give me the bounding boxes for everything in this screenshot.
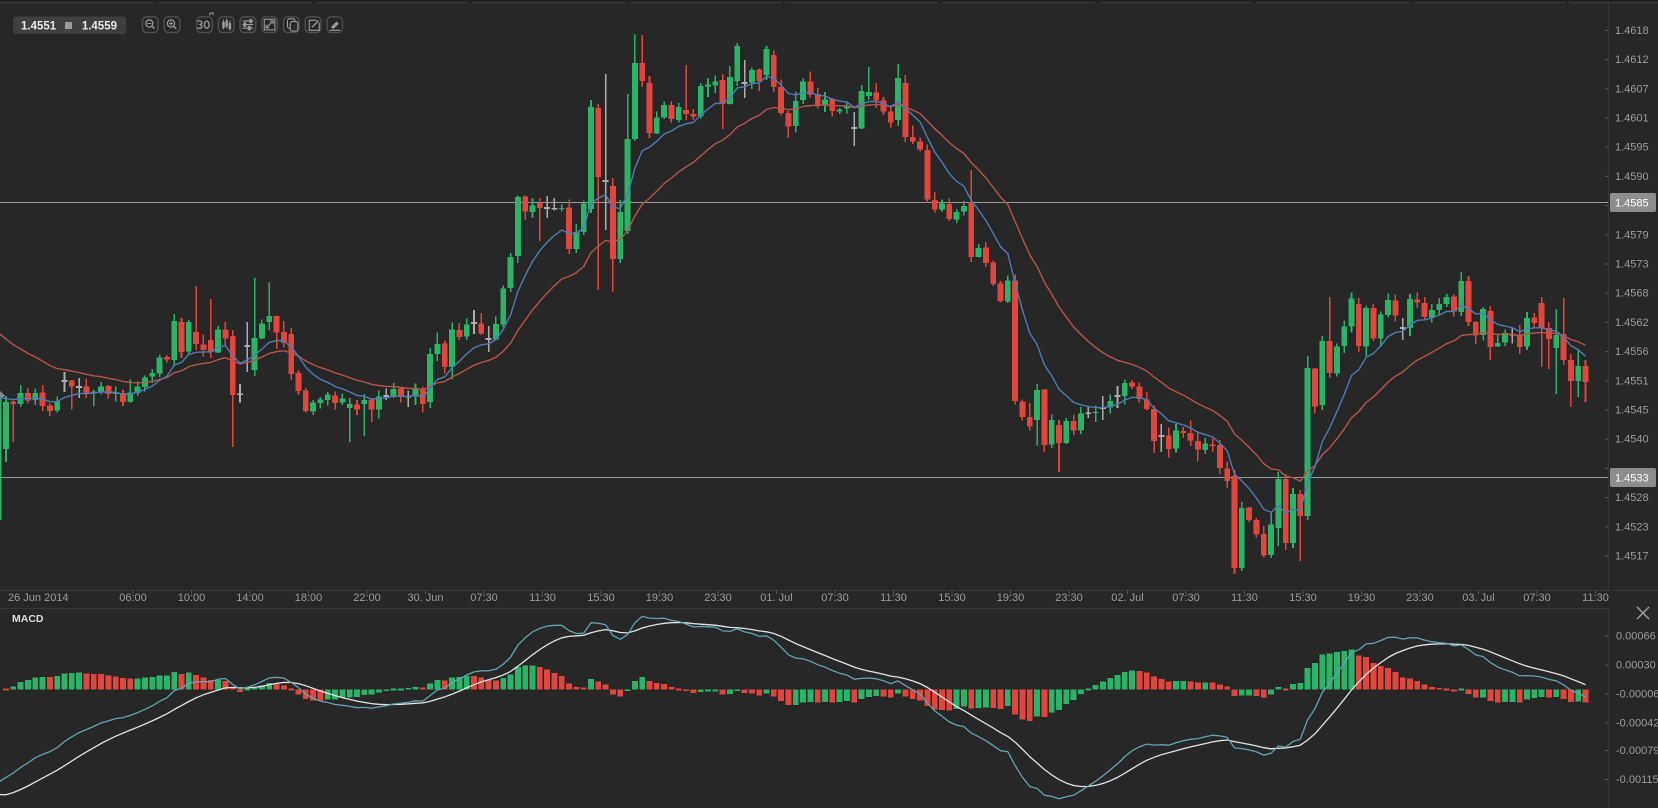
svg-text:07:30: 07:30: [470, 592, 498, 604]
svg-text:18:00: 18:00: [295, 592, 323, 604]
svg-text:0.00066: 0.00066: [1616, 631, 1656, 643]
svg-text:01. Jul: 01. Jul: [760, 592, 792, 604]
svg-text:1.4585: 1.4585: [1615, 198, 1649, 210]
svg-text:07:30: 07:30: [1172, 592, 1200, 604]
svg-text:22:00: 22:00: [353, 592, 381, 604]
svg-text:1.4545: 1.4545: [1615, 405, 1649, 417]
svg-text:03. Jul: 03. Jul: [1462, 592, 1494, 604]
svg-text:30. Jun: 30. Jun: [407, 592, 443, 604]
svg-text:19:30: 19:30: [1348, 592, 1376, 604]
svg-text:15:30: 15:30: [938, 592, 966, 604]
svg-text:1.4528: 1.4528: [1615, 492, 1649, 504]
svg-text:0.00030: 0.00030: [1616, 660, 1656, 672]
svg-text:1.4573: 1.4573: [1615, 259, 1649, 271]
svg-text:1.4556: 1.4556: [1615, 346, 1649, 358]
svg-text:11:30: 11:30: [529, 592, 556, 604]
svg-text:1.4579: 1.4579: [1615, 229, 1649, 241]
svg-text:10:00: 10:00: [178, 592, 206, 604]
svg-text:-0.00115: -0.00115: [1616, 774, 1658, 786]
svg-text:19:30: 19:30: [646, 592, 674, 604]
svg-text:26 Jun 2014: 26 Jun 2014: [8, 592, 69, 604]
svg-text:-0.00042: -0.00042: [1616, 718, 1658, 730]
svg-text:19:30: 19:30: [997, 592, 1025, 604]
svg-text:02. Jul: 02. Jul: [1111, 592, 1143, 604]
svg-text:1.4540: 1.4540: [1615, 434, 1649, 446]
svg-text:1.4595: 1.4595: [1615, 142, 1649, 154]
svg-text:15:30: 15:30: [1289, 592, 1317, 604]
svg-text:1.4568: 1.4568: [1615, 288, 1649, 300]
svg-text:11:30: 11:30: [1231, 592, 1258, 604]
svg-text:23:30: 23:30: [1055, 592, 1083, 604]
svg-text:23:30: 23:30: [1406, 592, 1434, 604]
svg-text:1.4551: 1.4551: [1615, 375, 1649, 387]
svg-text:06:00: 06:00: [119, 592, 147, 604]
svg-text:1.4533: 1.4533: [1615, 473, 1649, 485]
svg-text:1.4517: 1.4517: [1615, 551, 1649, 563]
svg-text:11:30: 11:30: [1582, 592, 1609, 604]
svg-text:MACD: MACD: [12, 613, 44, 625]
svg-text:1.4601: 1.4601: [1615, 113, 1649, 125]
svg-text:-0.00079: -0.00079: [1616, 745, 1658, 757]
svg-text:11:30: 11:30: [880, 592, 907, 604]
svg-text:-0.00006: -0.00006: [1616, 689, 1658, 701]
svg-text:1.4607: 1.4607: [1615, 83, 1649, 95]
svg-text:1.4590: 1.4590: [1615, 171, 1649, 183]
svg-text:07:30: 07:30: [821, 592, 849, 604]
svg-text:1.4618: 1.4618: [1615, 25, 1649, 37]
svg-text:1.4562: 1.4562: [1615, 317, 1649, 329]
svg-text:1.4551: 1.4551: [21, 21, 57, 33]
svg-text:1.4559: 1.4559: [82, 21, 117, 33]
svg-text:07:30: 07:30: [1523, 592, 1551, 604]
svg-text:15:30: 15:30: [587, 592, 615, 604]
svg-text:1.4612: 1.4612: [1615, 54, 1649, 66]
svg-text:23:30: 23:30: [704, 592, 732, 604]
svg-text:1.4523: 1.4523: [1615, 521, 1649, 533]
svg-text:14:00: 14:00: [236, 592, 264, 604]
